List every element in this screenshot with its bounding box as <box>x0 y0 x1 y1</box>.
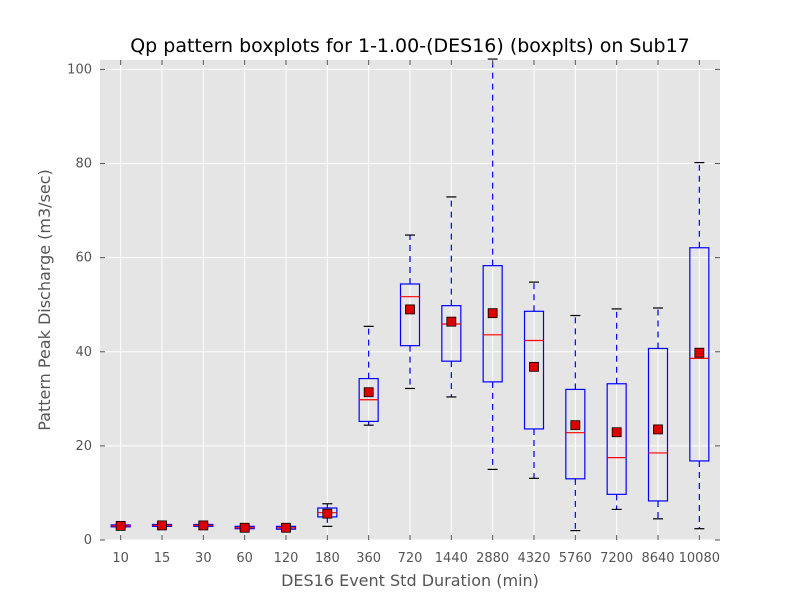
box-180 <box>317 503 338 527</box>
x-tick-label: 720 <box>398 551 423 566</box>
mean-marker <box>239 522 250 533</box>
chart-title: Qp pattern boxplots for 1-1.00-(DES16) (… <box>130 35 690 57</box>
box-4320 <box>523 281 545 479</box>
mean-marker <box>653 424 663 435</box>
y-tick-label: 40 <box>75 345 92 360</box>
mean-marker <box>487 308 498 319</box>
x-tick-label: 1440 <box>435 551 468 566</box>
iqr-box <box>399 283 421 347</box>
y-tick-label: 60 <box>75 251 92 266</box>
x-tick-label: 10 <box>112 551 129 566</box>
x-tick-label: 10080 <box>679 551 720 566</box>
box-series <box>110 58 710 533</box>
x-tick-label: 360 <box>356 551 381 566</box>
iqr-box <box>647 347 669 502</box>
box-10 <box>110 520 131 531</box>
x-tick-label: 180 <box>315 551 340 566</box>
y-tick-label: 100 <box>67 62 92 77</box>
x-tick-label: 5760 <box>559 551 592 566</box>
box-5760 <box>565 314 586 532</box>
iqr-box <box>441 305 462 362</box>
x-tick-label: 60 <box>236 551 253 566</box>
box-120 <box>275 522 297 533</box>
x-tick-label: 15 <box>154 551 171 566</box>
mean-marker <box>363 387 374 398</box>
box-7200 <box>606 308 627 511</box>
box-720 <box>399 234 421 390</box>
mean-marker <box>198 520 209 531</box>
y-axis-label: Pattern Peak Discharge (m3/sec) <box>35 169 54 431</box>
mean-marker <box>115 520 126 531</box>
iqr-box <box>482 265 503 383</box>
x-tick-label: 120 <box>274 551 299 566</box>
mean-marker <box>446 316 457 327</box>
mean-marker <box>529 361 539 372</box>
x-tick-label: 7200 <box>600 551 633 566</box>
y-tick-label: 0 <box>84 533 92 548</box>
box-15 <box>151 520 173 531</box>
axis-ticks: 0 20 40 60 80 100 10 15 30 60 120 180 360 720 1440 2880… <box>67 60 720 566</box>
x-tick-label: 8640 <box>641 551 674 566</box>
iqr-box <box>523 310 545 430</box>
box-10080 <box>689 161 710 530</box>
mean-marker <box>611 427 622 438</box>
mean-marker <box>405 304 415 315</box>
mean-marker <box>570 420 581 431</box>
x-axis-label: DES16 Event Std Duration (min) <box>281 571 539 590</box>
iqr-box <box>689 247 710 462</box>
y-tick-label: 20 <box>75 439 92 454</box>
box-360 <box>358 325 379 426</box>
x-tick-label: 30 <box>195 551 212 566</box>
iqr-box <box>606 383 627 495</box>
box-60 <box>234 522 255 533</box>
mean-marker <box>322 508 333 519</box>
x-tick-label: 4320 <box>517 551 550 566</box>
mean-marker <box>694 347 705 358</box>
mean-marker <box>157 520 167 531</box>
y-tick-label: 80 <box>75 157 92 172</box>
x-tick-label: 2880 <box>476 551 509 566</box>
box-1440 <box>441 196 462 398</box>
mean-marker <box>281 522 291 533</box>
iqr-box <box>565 388 586 480</box>
box-8640 <box>647 307 669 520</box>
box-30 <box>193 520 214 531</box>
box-2880 <box>482 58 503 471</box>
